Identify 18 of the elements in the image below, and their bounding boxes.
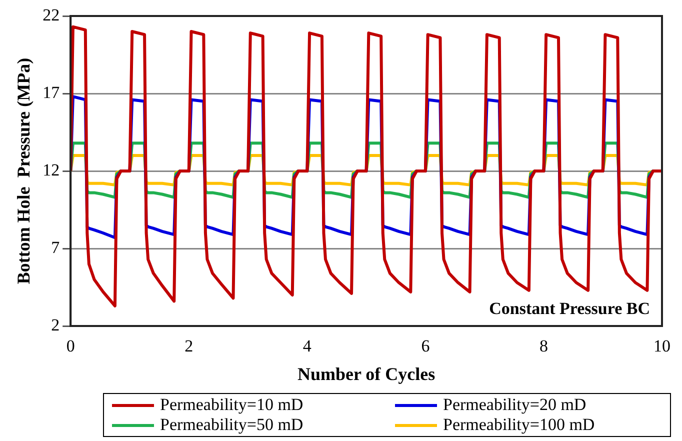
x-tick-label: 0 [66, 336, 75, 356]
x-tick-label: 8 [539, 336, 548, 356]
legend-label: Permeability=10 mD [159, 395, 304, 415]
y-tick-label: 7 [51, 238, 60, 257]
x-tick-label: 6 [421, 336, 430, 356]
y-tick-label: 12 [42, 160, 60, 180]
y-axis-title: Bottom Hole Pressure (MPa) [13, 58, 34, 284]
x-tick-label: 10 [654, 336, 670, 356]
x-tick-label: 2 [184, 336, 194, 356]
x-axis-title: Number of Cycles [297, 364, 436, 384]
y-tick-label: 17 [42, 82, 60, 102]
legend-label: Permeability=20 mD [442, 395, 588, 415]
x-tick-label: 4 [302, 336, 312, 356]
y-tick-label: 22 [42, 5, 60, 24]
annotation: Constant Pressure BC [489, 298, 650, 318]
legend-label: Permeability=100 mD [442, 415, 596, 435]
legend-label: Permeability=50 mD [159, 415, 304, 435]
y-tick-label: 2 [51, 315, 60, 334]
